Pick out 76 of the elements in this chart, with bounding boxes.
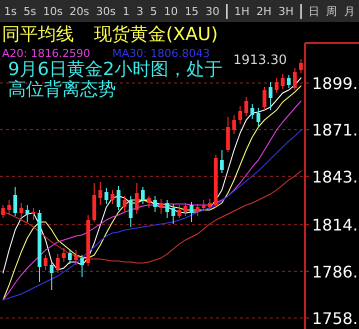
text: 3H [278,5,294,18]
candlestick [165,200,170,218]
text: 1s [4,5,17,18]
candlestick [268,82,272,110]
text: 10s [43,5,64,18]
candlestick [220,150,224,174]
text: MA30: 1806.8043 [112,47,210,60]
candlestick [134,182,139,214]
text: 5s [24,5,37,18]
candlestick [128,196,133,228]
text: 5 [150,5,158,18]
text: 30s [96,5,116,18]
candlestick [250,104,254,120]
y-tick-label: 1843. [312,167,358,186]
text: A20: 1816.2590 [2,47,90,60]
candlestick [208,198,212,210]
candlestick [147,196,151,208]
text: 1H [234,5,250,18]
line-series [2,170,302,264]
text: 2H [256,5,272,18]
candlestick [56,254,60,274]
annotation: 1913.30 [233,53,287,68]
text: 周 [326,5,338,18]
candlestick [256,108,260,126]
candlestick [13,186,18,216]
candlestick [196,204,200,216]
candlestick [292,68,297,90]
candlestick [68,250,72,264]
annotation: 9月6日黄金2小时图，处于高位背离态势 [8,59,222,100]
text: 1 [122,5,130,18]
candlestick [1,204,5,218]
text: 20s [70,5,90,18]
candlestick [262,86,266,110]
y-tick-label: 1758. [312,309,358,328]
candlestick [44,254,48,270]
candlestick [25,204,30,222]
candlestick [153,196,157,212]
candlestick [280,74,285,90]
candlestick [274,78,279,94]
chart-subtitle: 现货黄金(XAU) [94,24,218,45]
candlestick [7,200,12,216]
candlestick [286,74,291,88]
candlestick [116,186,120,210]
candlestick [244,96,248,116]
text: 10 [164,5,178,18]
candlestick [177,204,182,218]
candlestick [110,190,114,204]
text: 月 [344,5,355,18]
text: 15 [184,5,199,18]
chart-title: 同平均线 [2,24,74,45]
text: 30 [205,5,220,18]
candlestick [98,182,102,206]
candlestick [238,106,242,124]
candlestick [80,254,84,278]
candlestick [184,202,188,216]
candlestick [140,186,145,204]
candlestick [104,188,108,204]
y-tick-label: 1871. [312,120,358,140]
candlestick [32,208,36,220]
candlestick [62,248,66,262]
candlestick [122,196,127,212]
candlestick [190,202,194,222]
candlestick [232,114,236,134]
candlestick [74,250,78,266]
y-tick-label: 1814. [312,216,358,235]
candlestick [299,58,303,74]
candlestick [171,204,176,224]
text: 3 [136,5,144,18]
text: 日 [308,5,320,18]
candlestick [226,116,230,152]
candlestick [50,262,54,290]
candlestick [202,200,206,212]
y-tick-label: 1899. [312,74,358,93]
candlestick [19,202,24,218]
candlestick [159,198,164,214]
y-tick-label: 1786. [312,262,358,282]
